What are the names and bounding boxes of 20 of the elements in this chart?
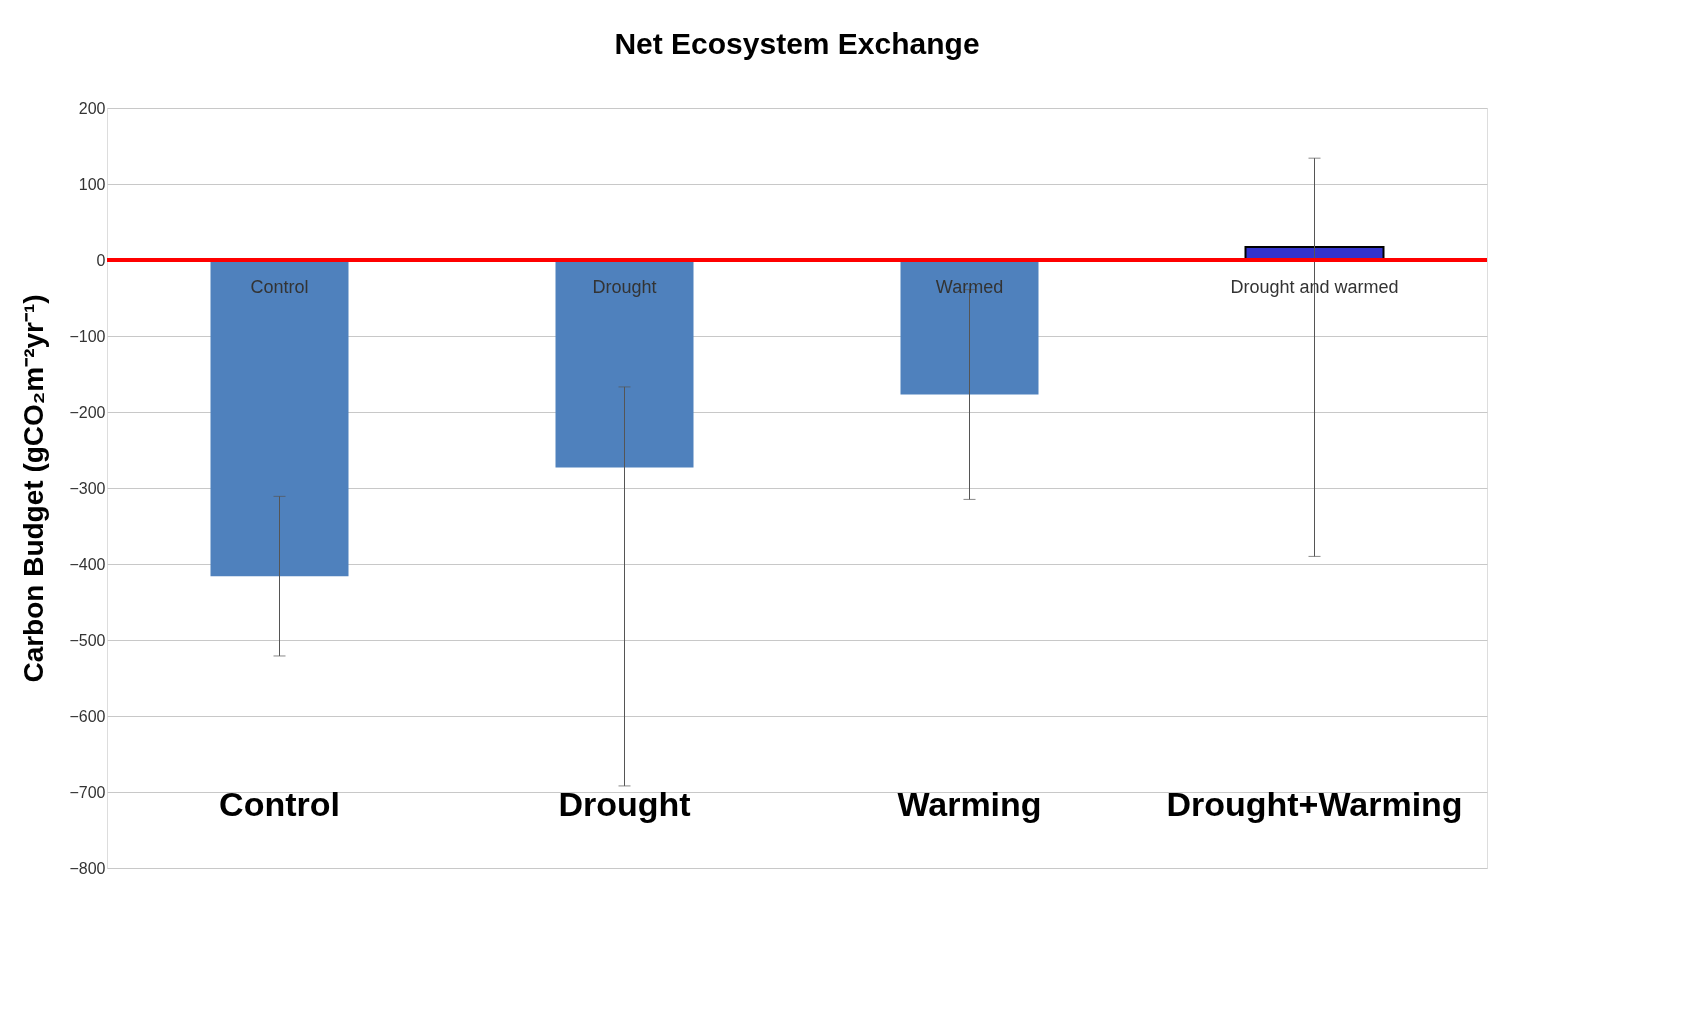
y-tick-label: −200 (69, 403, 106, 421)
y-tick-label: −700 (69, 783, 106, 801)
y-axis-title: Carbon Budget (gCO₂m⁻²yr⁻¹) (18, 294, 50, 683)
x-tick-label: Warming (897, 784, 1042, 823)
y-tick-label: 100 (78, 175, 106, 193)
annotation: Control (250, 277, 309, 297)
y-tick-label: 0 (96, 251, 106, 269)
annotation: Warmed (935, 277, 1004, 297)
y-tick-label: −600 (69, 707, 106, 725)
y-tick-label: −100 (69, 327, 106, 345)
x-tick-label: Drought+Warming (1166, 784, 1463, 823)
y-tick-label: −800 (69, 859, 106, 877)
x-tick-label: Drought (558, 784, 691, 823)
annotation: Drought (592, 277, 657, 297)
x-tick-label: Control (219, 784, 340, 823)
y-tick-label: 200 (78, 99, 106, 117)
y-tick-label: −400 (69, 555, 106, 573)
y-tick-label: −300 (69, 479, 106, 497)
chart-title: Net Ecosystem Exchange (614, 27, 980, 60)
y-tick-label: −500 (69, 631, 106, 649)
